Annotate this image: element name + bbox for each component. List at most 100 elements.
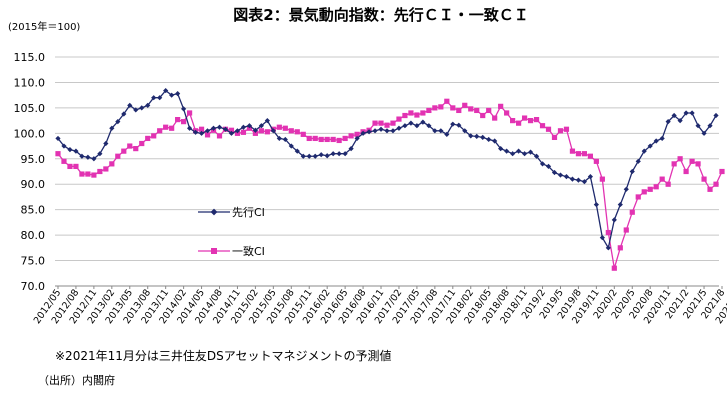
data-point-coincident: [181, 119, 187, 125]
data-point-coincident: [635, 194, 641, 200]
data-point-leading: [222, 126, 229, 132]
data-point-coincident: [169, 125, 175, 131]
data-point-coincident: [103, 166, 109, 172]
data-point-leading: [121, 111, 127, 117]
data-point-leading: [450, 121, 456, 127]
data-point-leading: [557, 172, 564, 178]
data-point-coincident: [85, 171, 91, 177]
data-point-coincident: [527, 118, 534, 124]
data-point-coincident: [282, 125, 288, 131]
data-point-coincident: [581, 151, 588, 157]
data-point-leading: [444, 131, 450, 137]
data-point-coincident: [342, 135, 348, 142]
data-point-coincident: [61, 158, 67, 164]
data-point-leading: [115, 119, 121, 125]
data-point-coincident: [420, 110, 426, 116]
data-point-coincident: [456, 107, 462, 114]
data-point-leading: [97, 151, 103, 157]
data-point-coincident: [611, 265, 617, 271]
data-point-coincident: [504, 110, 510, 116]
data-point-leading: [157, 95, 163, 101]
data-point-leading: [420, 119, 426, 125]
data-point-leading: [175, 91, 181, 97]
data-point-leading: [348, 146, 354, 152]
legend-item-coincident: 一致CI: [198, 244, 265, 258]
data-point-coincident: [539, 123, 546, 129]
data-point-leading: [575, 177, 582, 183]
chart-title: 図表2：景気動向指数：先行ＣＩ・一致ＣＩ: [233, 6, 528, 24]
y-tick-label: 70.0: [21, 280, 46, 293]
data-point-leading: [192, 129, 199, 135]
data-point-coincident: [575, 151, 582, 157]
data-point-coincident: [510, 118, 516, 124]
data-point-leading: [300, 153, 306, 159]
data-point-coincident: [151, 133, 157, 139]
data-point-coincident: [569, 148, 576, 154]
data-point-leading: [312, 153, 318, 159]
data-point-leading: [151, 95, 157, 101]
legend-marker-coincident: [211, 248, 217, 254]
data-point-coincident: [683, 168, 689, 175]
y-tick-label: 90.0: [21, 178, 46, 191]
data-point-leading: [569, 176, 576, 182]
data-point-leading: [163, 87, 169, 94]
data-point-leading: [228, 130, 235, 136]
y-tick-label: 115.0: [14, 51, 46, 64]
data-point-leading: [294, 148, 300, 154]
data-point-coincident: [67, 163, 73, 170]
data-point-coincident: [186, 110, 193, 116]
data-point-leading: [713, 112, 719, 119]
legend-marker-leading: [210, 208, 218, 216]
y-tick-label: 100.0: [14, 127, 46, 140]
data-point-leading: [234, 128, 241, 134]
data-point-leading: [551, 169, 558, 176]
data-point-leading: [366, 129, 372, 135]
data-point-leading: [521, 151, 528, 157]
data-point-leading: [516, 148, 522, 154]
data-point-coincident: [240, 129, 247, 135]
data-point-coincident: [647, 186, 653, 192]
data-point-leading: [408, 120, 414, 126]
data-point-leading: [539, 161, 546, 167]
data-point-leading: [701, 130, 707, 136]
data-point-leading: [133, 107, 139, 113]
data-point-leading: [360, 130, 366, 136]
data-point-coincident: [707, 186, 713, 192]
data-point-leading: [611, 217, 617, 223]
data-point-leading: [695, 123, 701, 129]
data-point-leading: [252, 127, 258, 133]
data-point-leading: [671, 112, 677, 119]
data-point-coincident: [545, 126, 552, 132]
data-point-leading: [336, 151, 342, 157]
data-point-coincident: [372, 120, 378, 126]
data-point-coincident: [294, 129, 300, 135]
data-point-coincident: [139, 140, 145, 147]
data-point-leading: [270, 128, 276, 134]
data-point-leading: [402, 123, 408, 129]
data-point-coincident: [336, 137, 342, 144]
data-point-leading: [354, 135, 360, 142]
data-point-leading: [438, 128, 444, 134]
data-point-coincident: [713, 181, 719, 187]
data-point-coincident: [629, 209, 635, 215]
data-point-coincident: [671, 161, 677, 167]
data-point-leading: [210, 125, 217, 131]
data-point-leading: [61, 143, 67, 149]
data-point-coincident: [492, 115, 498, 121]
data-point-leading: [372, 128, 378, 134]
data-point-coincident: [516, 120, 522, 126]
data-point-coincident: [354, 131, 360, 137]
data-point-leading: [498, 146, 504, 152]
legend-label-leading: 先行CI: [232, 206, 265, 219]
data-point-coincident: [551, 134, 558, 141]
data-point-leading: [396, 125, 402, 131]
y-tick-label: 75.0: [21, 255, 46, 268]
data-point-leading: [85, 154, 91, 160]
data-point-coincident: [587, 153, 593, 159]
y-tick-label: 85.0: [21, 204, 46, 217]
data-point-coincident: [677, 156, 683, 162]
data-point-leading: [647, 143, 653, 149]
data-point-coincident: [300, 131, 306, 137]
data-point-leading: [288, 143, 294, 149]
